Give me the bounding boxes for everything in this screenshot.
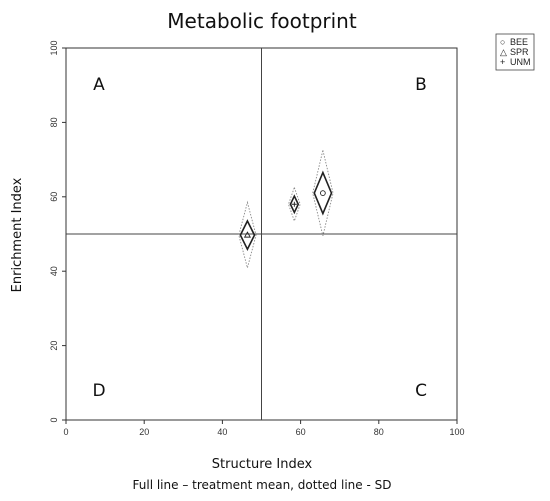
y-tick-label: 100 [49,40,59,55]
point-unm [291,201,297,207]
point-spr [243,231,251,238]
y-tick-label: 0 [49,417,59,422]
legend-symbol-spr: △ [500,47,507,57]
x-tick-label: 100 [449,427,464,437]
sd-diamond-spr [238,200,257,270]
quadrant-label-a: A [93,75,105,95]
y-tick-label: 40 [49,266,59,276]
sd-diamond-bee [312,150,334,236]
y-tick-label: 60 [49,192,59,202]
chart-caption: Full line – treatment mean, dotted line … [133,478,392,492]
legend-label-spr: SPR [510,47,529,57]
y-tick-label: 20 [49,341,59,351]
plot-area: 0 20 40 60 80 100 0 20 40 60 80 100 [49,40,465,437]
mean-diamond-bee [313,170,333,216]
legend-box [495,33,535,71]
legend: ○ BEE △ SPR + UNM [495,33,535,71]
legend-symbol-unm: + [500,57,505,67]
x-tick-label: 0 [63,427,68,437]
x-tick-label: 20 [139,427,149,437]
quadrant-label-c: C [415,381,427,401]
quadrant-label-d: D [92,381,105,401]
data-marks [238,150,334,270]
x-tick-label: 80 [374,427,384,437]
chart-title: Metabolic footprint [167,9,357,33]
point-bee [320,190,326,196]
y-tick-label: 80 [49,117,59,127]
legend-label-unm: UNM [510,57,531,67]
legend-symbol-bee: ○ [500,37,505,47]
mean-diamond-unm [289,194,300,215]
x-axis-label: Structure Index [212,457,313,472]
legend-label-bee: BEE [510,37,528,47]
x-tick-label: 60 [296,427,306,437]
quadrant-label-b: B [415,75,427,95]
mean-diamond-spr [239,219,256,252]
quadrant-labels: A B D C [92,75,426,401]
x-tick-label: 40 [217,427,227,437]
y-axis-label: Enrichment Index [10,177,25,292]
